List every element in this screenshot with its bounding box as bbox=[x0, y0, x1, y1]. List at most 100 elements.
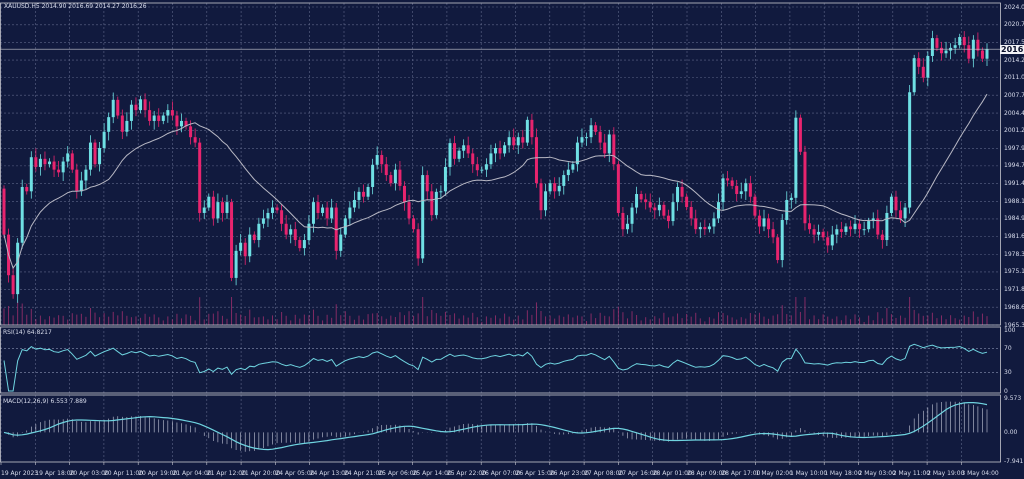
candle-body bbox=[939, 47, 943, 54]
candle-body bbox=[75, 169, 79, 192]
candle-body bbox=[252, 234, 256, 241]
candle-body bbox=[571, 164, 575, 170]
rsi-axis-tick: 30 bbox=[1004, 369, 1012, 377]
time-axis-tick: 28 Apr 09:00 bbox=[687, 470, 727, 477]
time-axis-tick: 25 Apr 22:00 bbox=[446, 470, 487, 477]
candle-body bbox=[489, 153, 493, 165]
candle-body bbox=[958, 37, 962, 46]
candle-body bbox=[585, 137, 589, 139]
candle-body bbox=[894, 196, 898, 211]
grid bbox=[0, 3, 1000, 465]
candle-body bbox=[525, 119, 529, 143]
candle-body bbox=[776, 237, 780, 261]
candle-body bbox=[521, 137, 525, 143]
candle-body bbox=[562, 175, 566, 186]
candle-body bbox=[321, 207, 325, 213]
price-axis-tick: 1981.65 bbox=[1004, 233, 1024, 240]
candle-body bbox=[844, 226, 848, 232]
rsi-axis-tick: 70 bbox=[1004, 344, 1012, 352]
candle-body bbox=[698, 227, 702, 230]
candle-body bbox=[357, 191, 361, 200]
candle-body bbox=[198, 142, 202, 213]
candle-body bbox=[25, 186, 29, 192]
rsi-line bbox=[3, 343, 988, 392]
candle-body bbox=[275, 207, 279, 211]
macd-panel bbox=[3, 401, 988, 452]
time-axis-tick: 2 May 11:00 bbox=[892, 470, 931, 477]
candle-body bbox=[475, 164, 479, 171]
candle-body bbox=[484, 164, 488, 170]
time-axis-tick: 26 Apr 07:00 bbox=[481, 470, 521, 477]
candle-body bbox=[657, 204, 661, 211]
time-axis-tick: 24 Apr 05:00 bbox=[275, 470, 315, 477]
candle-body bbox=[985, 49, 989, 59]
price-axis-tick: 2020.75 bbox=[1004, 21, 1024, 29]
candlestick-series bbox=[2, 30, 989, 303]
candle-body bbox=[102, 131, 106, 149]
candle-body bbox=[170, 110, 174, 116]
candle-body bbox=[644, 199, 648, 203]
candle-body bbox=[52, 161, 56, 170]
time-axis-tick: 25 Apr 06:00 bbox=[378, 470, 418, 477]
time-axis-tick: 19 Apr 2023 bbox=[1, 470, 39, 477]
candle-body bbox=[453, 143, 457, 159]
candle-body bbox=[976, 39, 980, 51]
macd-axis-tick: 9.573 bbox=[1004, 394, 1022, 402]
candle-body bbox=[666, 215, 670, 222]
price-axis-tick: 1988.15 bbox=[1004, 197, 1024, 205]
candle-body bbox=[362, 191, 366, 197]
candle-body bbox=[107, 117, 111, 132]
candle-body bbox=[867, 221, 871, 230]
candle-body bbox=[671, 202, 675, 222]
candle-body bbox=[443, 166, 447, 192]
candle-body bbox=[953, 45, 957, 48]
candle-body bbox=[967, 45, 971, 59]
candle-body bbox=[248, 234, 252, 257]
candle-body bbox=[830, 234, 834, 246]
candle-body bbox=[239, 242, 243, 251]
candle-body bbox=[29, 157, 33, 192]
candle-body bbox=[70, 153, 74, 170]
candle-body bbox=[207, 196, 211, 208]
candle-body bbox=[616, 164, 620, 213]
candle-body bbox=[739, 191, 743, 195]
candle-body bbox=[908, 92, 912, 208]
current-price-label: 2016.26 bbox=[1000, 44, 1024, 54]
candle-body bbox=[148, 110, 152, 121]
candle-body bbox=[780, 219, 784, 261]
candle-body bbox=[20, 186, 24, 243]
candle-body bbox=[630, 207, 634, 224]
candle-body bbox=[794, 117, 798, 198]
macd-signal-line bbox=[3, 402, 988, 451]
candle-body bbox=[480, 169, 484, 171]
candle-body bbox=[926, 55, 930, 78]
candle-body bbox=[348, 207, 352, 219]
candle-body bbox=[143, 99, 147, 111]
price-axis-tick: 1968.60 bbox=[1004, 303, 1024, 311]
candle-body bbox=[57, 169, 61, 173]
candle-body bbox=[220, 202, 224, 213]
candle-body bbox=[457, 150, 461, 159]
panel-borders bbox=[0, 2, 1001, 463]
candle-body bbox=[703, 227, 707, 230]
candle-body bbox=[125, 120, 129, 132]
candle-body bbox=[767, 218, 771, 230]
time-axis-tick: 27 Apr 16:00 bbox=[618, 470, 658, 477]
macd-axis-tick: -7.941 bbox=[1004, 457, 1024, 465]
candle-body bbox=[594, 125, 598, 132]
candle-body bbox=[439, 191, 443, 193]
price-axis-tick: 1984.90 bbox=[1004, 215, 1024, 223]
candle-body bbox=[325, 207, 329, 219]
candle-body bbox=[462, 145, 466, 151]
candle-body bbox=[848, 226, 852, 230]
candle-body bbox=[129, 104, 133, 121]
candle-body bbox=[111, 99, 115, 118]
time-axis-tick: 21 Apr 12:00 bbox=[206, 470, 246, 477]
candle-body bbox=[280, 210, 284, 224]
candle-body bbox=[853, 223, 857, 230]
time-axis-tick: 1 May 18:00 bbox=[824, 470, 862, 477]
candle-body bbox=[152, 115, 156, 121]
candle-body bbox=[389, 175, 393, 184]
candle-body bbox=[230, 202, 234, 278]
